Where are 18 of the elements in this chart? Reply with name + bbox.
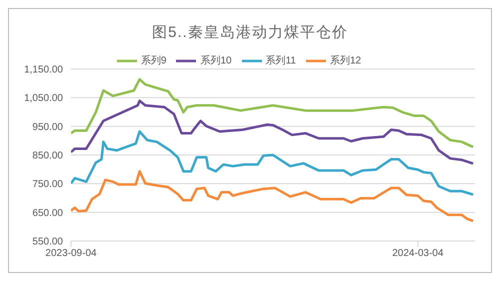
- legend-label: 系列12: [330, 56, 362, 67]
- y-tick-label: 650.00: [32, 208, 64, 219]
- y-tick-label: 1,050.00: [24, 93, 64, 104]
- y-tick-label: 950.00: [32, 122, 64, 133]
- x-tick-label: 2023-09-04: [45, 248, 98, 260]
- line-series: [71, 130, 474, 196]
- legend-label: 系列11: [266, 56, 296, 67]
- chart-title: 图5..秦皇岛港动力煤平仓价: [151, 23, 349, 42]
- legend-label: 系列10: [200, 56, 232, 67]
- line-series: [71, 78, 474, 148]
- y-tick-label: 850.00: [32, 150, 64, 162]
- legend-label: 系列9: [140, 56, 166, 67]
- x-tick-label: 2024-03-04: [392, 248, 444, 260]
- line-series: [71, 100, 474, 165]
- y-tick-label: 550.00: [32, 236, 64, 248]
- line-series: [71, 170, 474, 222]
- y-tick-label: 1,150.00: [24, 64, 64, 76]
- y-tick-label: 750.00: [32, 179, 64, 190]
